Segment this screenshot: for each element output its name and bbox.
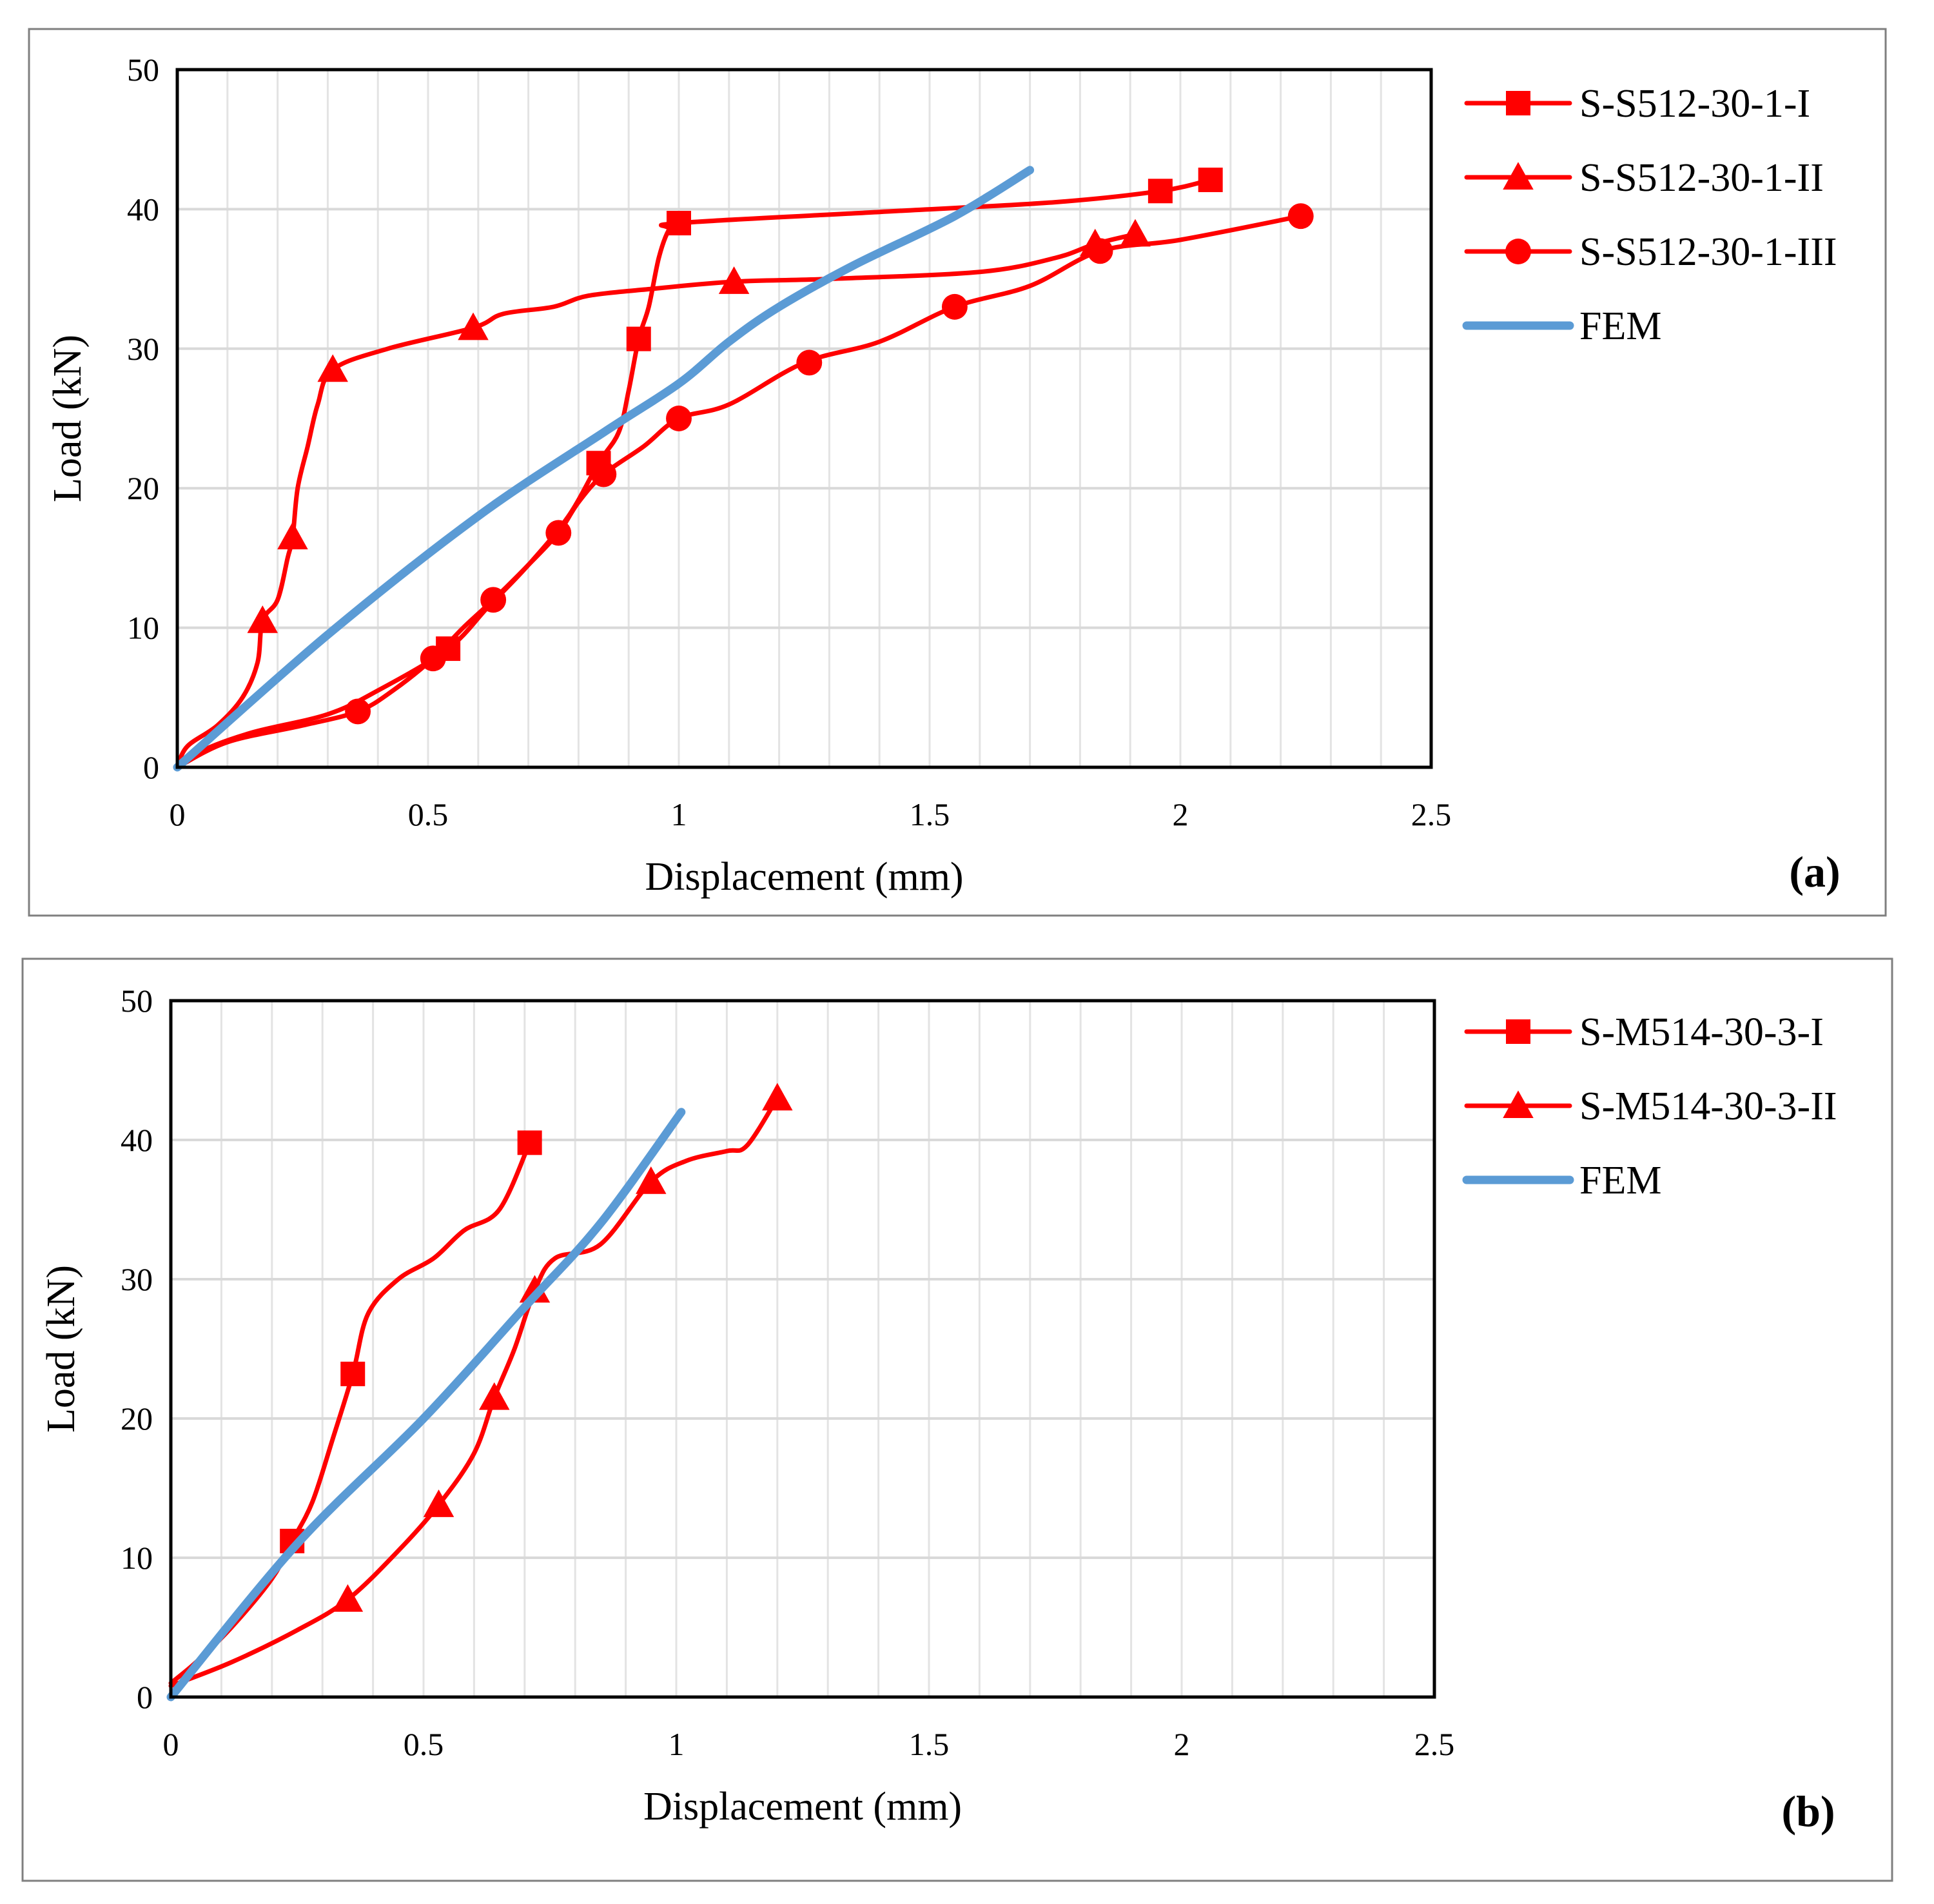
legend-marker-swatch xyxy=(1506,91,1530,115)
x-tick-label: 2 xyxy=(1174,1726,1190,1762)
x-tick-label: 1 xyxy=(671,796,687,832)
y-tick-label: 0 xyxy=(137,1679,153,1715)
x-tick-label: 1 xyxy=(669,1726,685,1762)
y-tick-label: 10 xyxy=(121,1540,153,1576)
x-tick-label: 2.5 xyxy=(1411,796,1452,832)
data-point-marker xyxy=(545,520,572,546)
chart-svg: 0 10 20 30 40 50 0 0.5 1 1.5 2 2.5 Displacement (mm)… xyxy=(28,28,1887,917)
y-tick-label: 50 xyxy=(127,52,159,88)
plot-area-border xyxy=(169,999,1436,1699)
legend-label: S-S512-30-1-II xyxy=(1579,156,1824,200)
x-tick-label: 1.5 xyxy=(910,796,950,832)
series-FEM xyxy=(173,166,1035,772)
legend-label: S-S512-30-1-III xyxy=(1579,230,1837,274)
chart-svg: 0 10 20 30 40 50 0 0.5 1 1.5 2 2.5 Displacement (mm)… xyxy=(21,957,1893,1882)
y-tick-label: 30 xyxy=(121,1261,153,1297)
chart-panel-a: 0 10 20 30 40 50 0 0.5 1 1.5 2 2.5 Displacement (mm)… xyxy=(0,0,1934,949)
data-point-marker xyxy=(941,293,968,320)
x-tick-label: 2.5 xyxy=(1414,1726,1455,1762)
data-point-marker xyxy=(332,1584,364,1612)
data-point-marker xyxy=(420,645,446,672)
series-FEM xyxy=(166,1108,686,1702)
series-S-M514-30-3-II xyxy=(168,1083,793,1689)
y-tick-label: 0 xyxy=(143,749,159,785)
data-point-marker xyxy=(517,1130,542,1155)
series-line xyxy=(175,213,1304,770)
legend-item: FEM xyxy=(1462,1159,1661,1202)
series-S-S512-30-1-III xyxy=(175,203,1314,770)
legend-marker-swatch xyxy=(1505,239,1531,264)
series-line xyxy=(175,231,1138,770)
data-point-marker xyxy=(458,312,489,340)
x-tick-label: 2 xyxy=(1173,796,1189,832)
y-tick-label: 50 xyxy=(121,983,153,1019)
data-point-marker xyxy=(667,211,691,236)
data-point-marker xyxy=(317,354,348,382)
series-S-M514-30-3-I xyxy=(168,1130,542,1685)
y-tick-label: 20 xyxy=(127,470,159,506)
legend-label: FEM xyxy=(1579,1159,1661,1202)
legend-marker-swatch xyxy=(1506,1019,1530,1044)
data-point-marker xyxy=(480,587,507,613)
data-point-marker xyxy=(762,1083,793,1111)
x-axis-title: Displacement (mm) xyxy=(645,855,963,899)
legend-marker-swatch xyxy=(1503,162,1534,190)
legend-item: S-S512-30-1-III xyxy=(1464,230,1837,274)
data-point-marker xyxy=(1148,179,1173,204)
y-tick-label: 30 xyxy=(127,331,159,367)
legend-label: S-M514-30-3-I xyxy=(1579,1010,1824,1054)
data-point-marker xyxy=(519,1275,551,1303)
data-point-marker xyxy=(277,522,308,549)
x-tick-label: 1.5 xyxy=(909,1726,950,1762)
legend-item: S-S512-30-1-I xyxy=(1464,82,1810,126)
data-point-marker xyxy=(340,1361,366,1386)
legend: S-S512-30-1-I S-S512-30-1-II S-S512-30-1-I… xyxy=(1462,82,1837,348)
x-axis-title: Displacement (mm) xyxy=(643,1785,962,1829)
data-point-marker xyxy=(1120,219,1151,247)
data-point-marker xyxy=(626,326,651,351)
y-tick-label: 40 xyxy=(121,1122,153,1158)
data-point-marker xyxy=(247,605,278,633)
legend-item: S-S512-30-1-II xyxy=(1464,156,1824,200)
series-line xyxy=(166,1108,686,1702)
panel-label: (a) xyxy=(1789,847,1840,896)
grid xyxy=(171,1001,1434,1697)
chart-panel-b: 0 10 20 30 40 50 0 0.5 1 1.5 2 2.5 Displacement (mm)… xyxy=(0,949,1934,1904)
legend-label: FEM xyxy=(1579,304,1661,348)
data-point-marker xyxy=(636,1166,667,1194)
x-tick-label: 0.5 xyxy=(404,1726,444,1762)
x-tick-label: 0 xyxy=(163,1726,179,1762)
legend-item: FEM xyxy=(1462,304,1661,348)
data-point-marker xyxy=(1287,203,1314,230)
legend-label: S-S512-30-1-I xyxy=(1579,82,1810,126)
data-point-marker xyxy=(345,698,371,725)
data-point-marker xyxy=(718,266,750,294)
x-tick-label: 0 xyxy=(170,796,186,832)
series-line xyxy=(168,1095,780,1689)
data-point-marker xyxy=(1198,167,1223,192)
y-axis-title: Load (kN) xyxy=(46,335,90,502)
y-tick-label: 10 xyxy=(127,610,159,646)
data-point-marker xyxy=(591,461,617,487)
y-tick-label: 40 xyxy=(127,191,159,227)
data-point-marker xyxy=(479,1382,510,1410)
x-tick-label: 0.5 xyxy=(408,796,449,832)
y-tick-label: 20 xyxy=(121,1400,153,1437)
legend-label: S-M514-30-3-II xyxy=(1579,1084,1837,1128)
data-point-marker xyxy=(1087,238,1113,264)
legend-item: S-M514-30-3-I xyxy=(1464,1010,1824,1054)
data-point-marker xyxy=(423,1489,454,1517)
plot-area-border xyxy=(175,68,1433,769)
y-axis-title: Load (kN) xyxy=(39,1265,83,1433)
panel-label: (b) xyxy=(1781,1787,1835,1836)
series-line xyxy=(173,166,1035,772)
legend: S-M514-30-3-I S-M514-30-3-II FEM xyxy=(1462,1010,1837,1202)
series-line xyxy=(168,1140,532,1685)
data-point-marker xyxy=(796,349,823,376)
data-point-marker xyxy=(666,406,692,431)
legend-marker-swatch xyxy=(1503,1090,1534,1118)
legend-item: S-M514-30-3-II xyxy=(1464,1084,1837,1128)
